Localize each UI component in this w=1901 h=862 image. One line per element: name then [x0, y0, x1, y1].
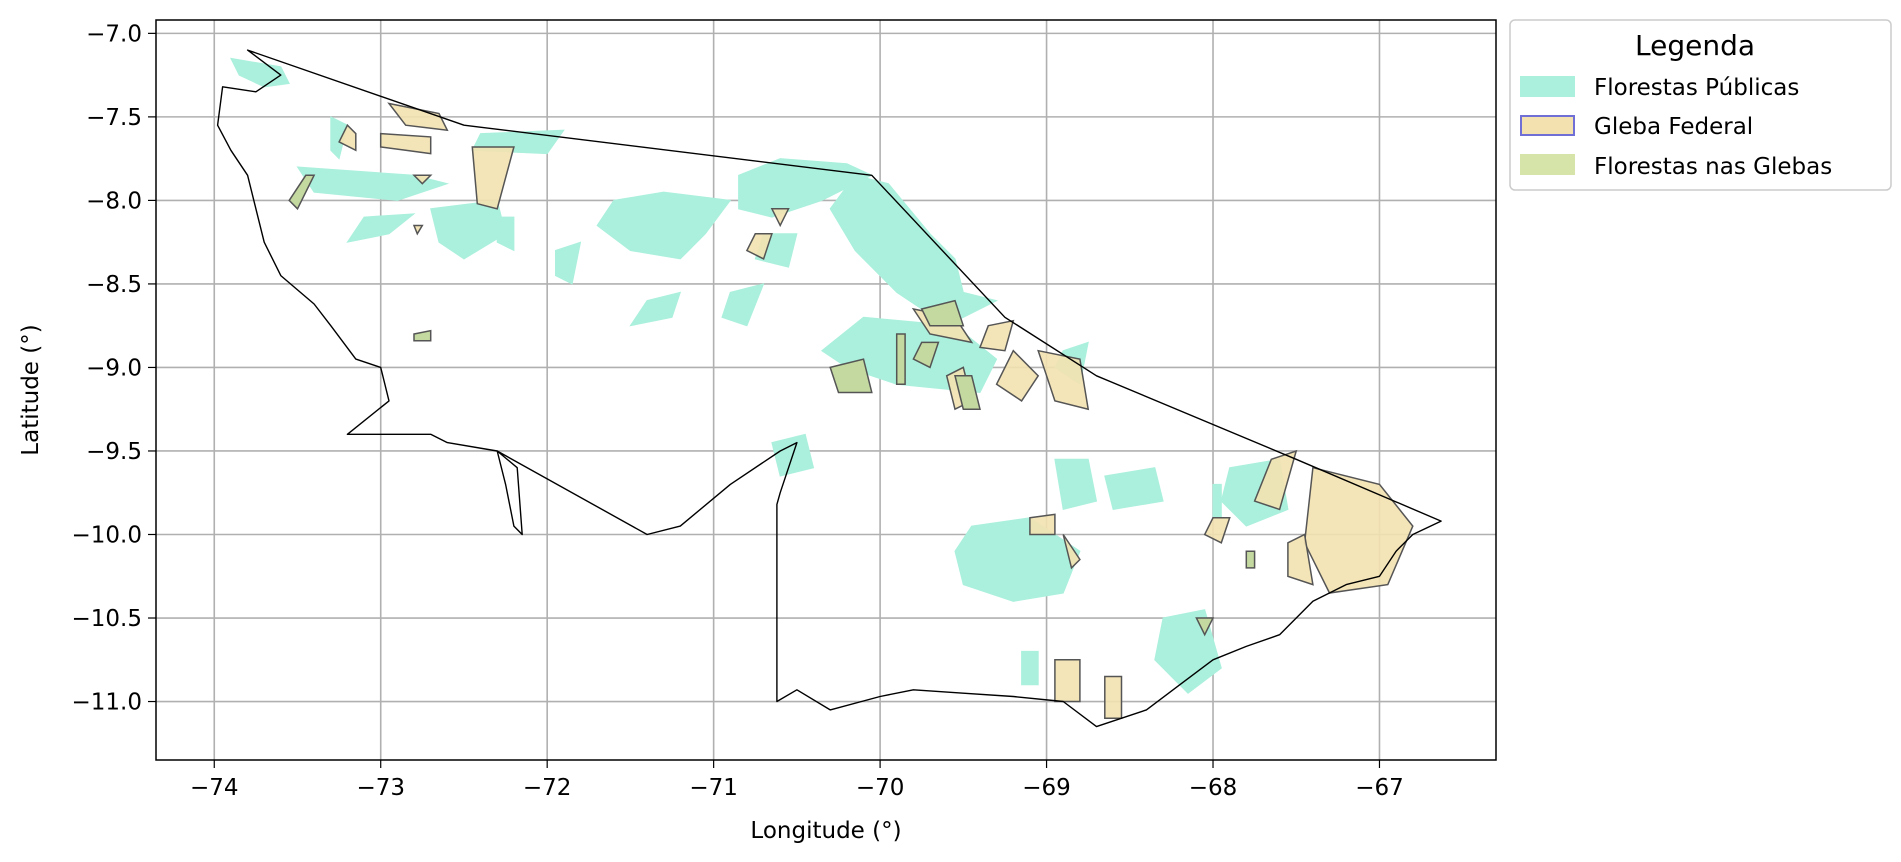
floresta-na-gleba-polygon: [954, 375, 981, 410]
floresta-na-gleba-polygon: [1245, 550, 1256, 569]
floresta-publica-polygon: [629, 291, 682, 327]
floresta-na-gleba-polygon: [920, 299, 965, 327]
legend-box: [1509, 19, 1892, 191]
floresta-na-gleba-polygon: [912, 341, 940, 369]
map-layers: [216, 49, 1442, 728]
x-tick-label: −73: [356, 775, 405, 801]
floresta-publica-polygon: [1021, 650, 1039, 686]
y-tick-label: −9.0: [86, 355, 142, 381]
gleba-federal-polygon: [379, 132, 432, 155]
x-axis-ticks: −74 −73 −72 −71 −70 −69 −68 −67: [190, 760, 1404, 801]
layer-florestas-nas-glebas: [288, 174, 1256, 637]
floresta-publica-polygon: [496, 216, 515, 252]
gleba-federal-polygon: [471, 146, 515, 210]
floresta-na-gleba-polygon: [413, 329, 432, 342]
y-axis-ticks: −7.0 −7.5 −8.0 −8.5 −9.0 −9.5 −10.0 −10.5 −11.0: [72, 21, 156, 716]
floresta-publica-polygon: [596, 191, 732, 260]
gleba-federal-polygon: [1037, 349, 1090, 411]
plot-frame: [155, 19, 1497, 761]
y-axis-label: Latitude (°): [18, 324, 44, 455]
y-tick-label: −10.5: [72, 606, 142, 632]
floresta-na-gleba-polygon: [1195, 617, 1215, 637]
floresta-publica-polygon: [296, 166, 450, 201]
x-tick-label: −71: [689, 775, 738, 801]
legend-label-florestas-publicas: Florestas Públicas: [1594, 75, 1799, 101]
floresta-publica-polygon: [721, 283, 765, 327]
y-tick-label: −7.5: [86, 105, 142, 131]
gleba-federal-polygon: [1287, 533, 1314, 586]
floresta-na-gleba-polygon: [895, 333, 906, 385]
y-tick-label: −8.5: [86, 272, 142, 298]
plot-area: [156, 20, 1496, 760]
gleba-federal-polygon: [995, 349, 1040, 402]
gleba-federal-polygon: [1029, 513, 1056, 536]
state-outline: [216, 49, 1442, 728]
x-tick-label: −74: [190, 775, 239, 801]
layer-gleba-federal: [338, 102, 1414, 719]
gleba-federal-polygon: [1104, 675, 1123, 719]
y-tick-label: −7.0: [86, 21, 142, 47]
legend-title: Legenda: [1635, 29, 1755, 62]
floresta-publica-polygon: [1104, 467, 1164, 510]
layer-state-outline: [216, 49, 1442, 728]
floresta-publica-polygon: [829, 174, 999, 327]
y-tick-label: −9.5: [86, 439, 142, 465]
legend-swatch-florestas-publicas: [1520, 76, 1575, 97]
legend-label-gleba-federal: Gleba Federal: [1594, 114, 1753, 140]
gleba-federal-polygon: [745, 233, 773, 260]
gleba-federal-polygon: [1062, 534, 1081, 570]
floresta-publica-polygon: [555, 241, 582, 285]
floresta-publica-polygon: [346, 213, 416, 243]
floresta-na-gleba-polygon: [829, 358, 873, 394]
floresta-na-gleba-polygon: [288, 174, 316, 211]
gleba-federal-polygon: [412, 224, 424, 236]
legend-label-florestas-nas-glebas: Florestas nas Glebas: [1594, 154, 1832, 180]
gleba-federal-polygon: [1054, 659, 1081, 703]
legend-swatch-florestas-nas-glebas: [1520, 154, 1575, 175]
gleba-federal-polygon: [1203, 517, 1231, 544]
x-tick-label: −70: [856, 775, 905, 801]
y-tick-label: −11.0: [72, 690, 142, 716]
gleba-federal-polygon: [978, 319, 1015, 352]
y-tick-label: −8.0: [86, 188, 142, 214]
x-tick-label: −67: [1355, 775, 1404, 801]
legend-swatch-gleba-federal: [1520, 115, 1575, 136]
x-axis-label: Longitude (°): [750, 818, 901, 844]
gleba-federal-polygon: [412, 174, 433, 185]
gleba-federal-polygon: [770, 208, 790, 228]
gleba-federal-polygon: [1253, 449, 1298, 511]
x-tick-label: −69: [1022, 775, 1071, 801]
x-tick-label: −72: [523, 775, 572, 801]
x-tick-label: −68: [1189, 775, 1238, 801]
legend: Legenda Florestas Públicas Gleba Federal…: [1509, 19, 1892, 191]
floresta-publica-polygon: [330, 116, 348, 160]
floresta-publica-polygon: [1212, 483, 1222, 519]
floresta-publica-polygon: [1054, 458, 1098, 511]
gleba-federal-polygon: [338, 123, 357, 152]
y-tick-label: −10.0: [72, 522, 142, 548]
